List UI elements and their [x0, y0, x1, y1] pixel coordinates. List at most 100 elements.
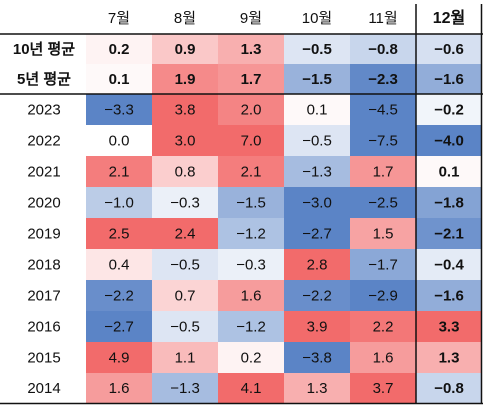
- cell-value-4-0: 2.1: [109, 164, 130, 181]
- heat-cell-9-5: [416, 311, 482, 342]
- heat-cell-1-3: [284, 64, 350, 94]
- cell-value-10-4: 1.6: [373, 350, 394, 367]
- cell-value-6-3: −2.7: [302, 226, 332, 243]
- cell-value-0-1: 0.9: [175, 41, 196, 58]
- column-header-3: 10월: [302, 10, 333, 27]
- heat-cell-4-1: [152, 156, 218, 187]
- heat-cell-1-0: [86, 64, 152, 94]
- heat-cell-1-5: [416, 64, 482, 94]
- cell-value-10-1: 1.1: [175, 350, 196, 367]
- cell-value-9-4: 2.2: [373, 319, 394, 336]
- heat-cell-0-2: [218, 34, 284, 64]
- heat-cell-4-3: [284, 156, 350, 187]
- heat-cell-9-0: [86, 311, 152, 342]
- cell-value-10-5: 1.3: [439, 350, 460, 367]
- cell-value-5-0: −1.0: [104, 195, 134, 212]
- heat-cell-0-4: [350, 34, 416, 64]
- cell-value-4-5: 0.1: [439, 164, 460, 181]
- heat-cell-4-0: [86, 156, 152, 187]
- heat-cell-0-0: [86, 34, 152, 64]
- cell-value-9-1: −0.5: [170, 319, 200, 336]
- row-label-0: 10년 평균: [13, 40, 75, 58]
- cell-value-8-4: −2.9: [368, 288, 398, 305]
- cell-value-2-1: 3.8: [175, 102, 196, 119]
- cell-value-6-2: −1.2: [236, 226, 266, 243]
- cell-value-7-4: −1.7: [368, 257, 398, 274]
- cell-value-0-3: −0.5: [302, 41, 332, 58]
- heat-cell-10-0: [86, 342, 152, 373]
- cell-value-7-1: −0.5: [170, 257, 200, 274]
- heat-cell-3-5: [416, 125, 482, 156]
- heat-cell-4-4: [350, 156, 416, 187]
- cell-value-10-0: 4.9: [109, 350, 130, 367]
- heat-cell-11-1: [152, 373, 218, 403]
- cell-value-5-1: −0.3: [170, 195, 200, 212]
- heat-cell-2-5: [416, 94, 482, 125]
- heat-cell-7-2: [218, 249, 284, 280]
- cell-value-9-0: −2.7: [104, 319, 134, 336]
- heat-cell-9-3: [284, 311, 350, 342]
- cell-value-3-2: 7.0: [241, 133, 262, 150]
- cell-value-8-2: 1.6: [241, 288, 262, 305]
- row-label-5: 2020: [27, 195, 60, 212]
- heat-cell-8-1: [152, 280, 218, 311]
- heat-cell-2-0: [86, 94, 152, 125]
- cell-value-11-2: 4.1: [241, 380, 262, 397]
- heat-cell-5-1: [152, 187, 218, 218]
- cell-value-2-2: 2.0: [241, 102, 262, 119]
- heat-cell-4-2: [218, 156, 284, 187]
- heat-cell-0-3: [284, 34, 350, 64]
- heat-cell-2-4: [350, 94, 416, 125]
- cell-value-3-0: 0.0: [109, 133, 130, 150]
- cell-value-2-5: −0.2: [434, 102, 464, 119]
- heat-cell-4-5: [416, 156, 482, 187]
- heat-cell-0-1: [152, 34, 218, 64]
- cell-value-10-2: 0.2: [241, 350, 262, 367]
- cell-value-7-3: 2.8: [307, 257, 328, 274]
- heat-cell-6-2: [218, 218, 284, 249]
- cell-value-1-1: 1.9: [175, 71, 196, 88]
- heat-cell-2-3: [284, 94, 350, 125]
- cell-value-0-4: −0.8: [368, 41, 398, 58]
- row-label-11: 2014: [27, 380, 60, 397]
- cell-value-8-0: −2.2: [104, 288, 134, 305]
- heat-cell-8-3: [284, 280, 350, 311]
- heat-cell-0-5: [416, 34, 482, 64]
- heat-cell-5-5: [416, 187, 482, 218]
- cell-value-4-3: −1.3: [302, 164, 332, 181]
- cell-value-6-4: 1.5: [373, 226, 394, 243]
- cell-value-0-5: −0.6: [434, 41, 464, 58]
- heat-cell-8-5: [416, 280, 482, 311]
- heat-cell-3-4: [350, 125, 416, 156]
- cell-value-11-3: 1.3: [307, 380, 328, 397]
- cell-value-10-3: −3.8: [302, 350, 332, 367]
- cell-value-0-2: 1.3: [241, 41, 262, 58]
- heat-cell-2-1: [152, 94, 218, 125]
- heat-cell-6-1: [152, 218, 218, 249]
- cell-value-9-2: −1.2: [236, 319, 266, 336]
- heat-cell-9-2: [218, 311, 284, 342]
- heat-cell-3-3: [284, 125, 350, 156]
- heat-cell-11-3: [284, 373, 350, 403]
- cell-value-1-2: 1.7: [241, 71, 262, 88]
- cell-value-7-0: 0.4: [109, 257, 130, 274]
- heat-cell-7-4: [350, 249, 416, 280]
- cell-value-8-3: −2.2: [302, 288, 332, 305]
- heat-cell-7-1: [152, 249, 218, 280]
- cell-value-9-3: 3.9: [307, 319, 328, 336]
- heat-cell-6-4: [350, 218, 416, 249]
- cell-value-11-4: 3.7: [373, 380, 394, 397]
- row-label-9: 2016: [27, 319, 60, 336]
- column-header-0: 7월: [108, 10, 130, 27]
- cell-value-4-1: 0.8: [175, 164, 196, 181]
- row-label-2: 2023: [27, 102, 60, 119]
- heat-cell-9-4: [350, 311, 416, 342]
- cell-value-4-4: 1.7: [373, 164, 394, 181]
- heat-cell-6-0: [86, 218, 152, 249]
- heat-cell-10-4: [350, 342, 416, 373]
- cell-value-2-3: 0.1: [307, 102, 328, 119]
- row-label-10: 2015: [27, 350, 60, 367]
- heat-cell-11-2: [218, 373, 284, 403]
- cell-value-2-0: −3.3: [104, 102, 134, 119]
